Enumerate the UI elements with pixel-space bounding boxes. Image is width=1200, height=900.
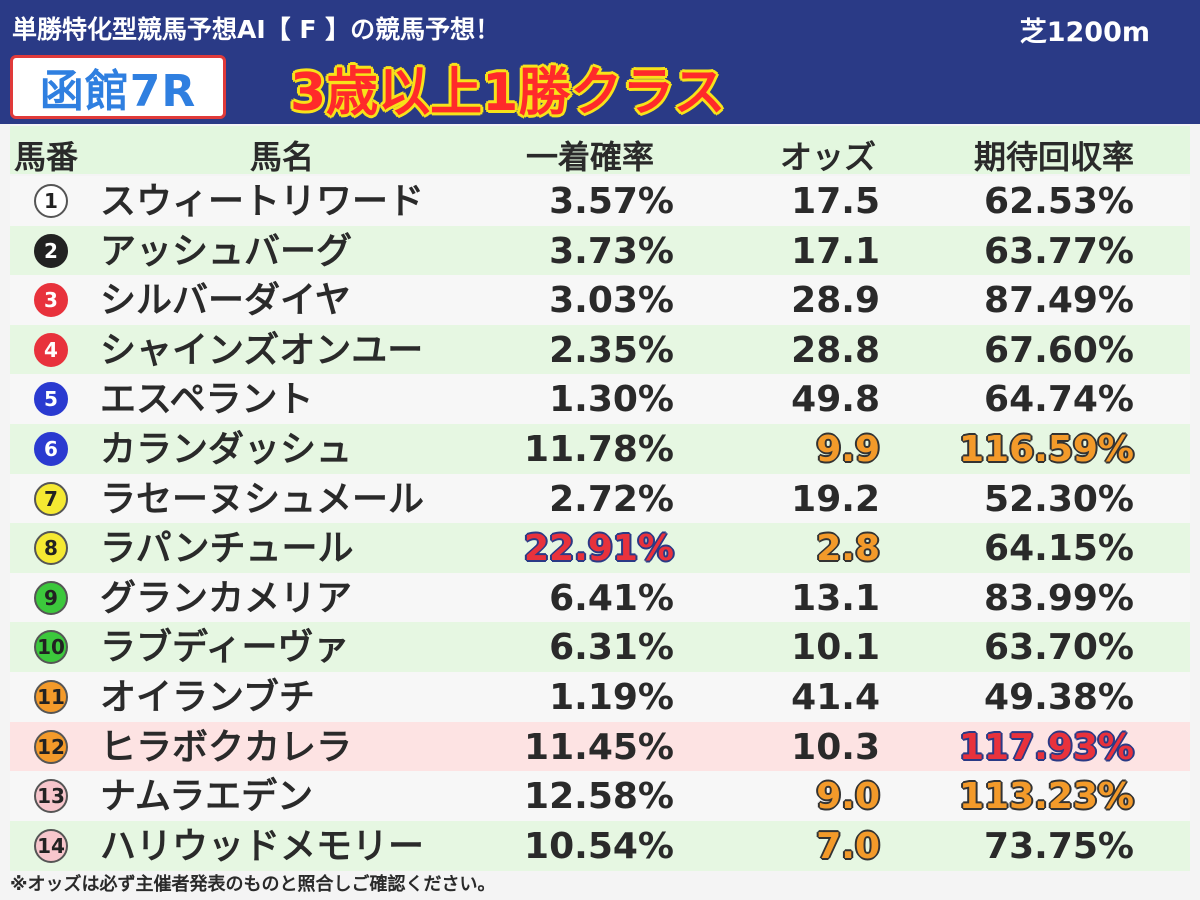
table-row: 14 ハリウッドメモリー 10.54% 7.0 73.75%: [10, 820, 1190, 871]
table-row: 6 カランダッシュ 11.78% 9.9 116.59%: [10, 424, 1190, 474]
horse-number-badge: 9: [34, 580, 68, 615]
odds-value: 28.9: [791, 280, 880, 322]
table-row: 7 ラセーヌシュメール 2.72% 19.2 52.30%: [10, 473, 1190, 524]
expected-return: 49.38%: [984, 677, 1134, 718]
table-row: 11 オイランブチ 1.19% 41.4 49.38%: [10, 672, 1190, 722]
odds-value: 41.4: [791, 677, 880, 718]
win-probability: 22.91%: [524, 528, 674, 570]
horse-number-badge: 4: [34, 332, 68, 367]
expected-return: 64.74%: [984, 379, 1134, 421]
odds-value: 7.0: [816, 825, 880, 867]
expected-return: 63.70%: [984, 627, 1134, 669]
horse-name: スウィートリワード: [100, 181, 425, 222]
race-class-title: 3歳以上1勝クラス: [290, 63, 726, 123]
horse-number-badge: 2: [34, 233, 68, 268]
odds-value: 28.8: [791, 329, 880, 371]
column-header-odds: オッズ: [780, 138, 877, 176]
table-row: 1 スウィートリワード 3.57% 17.5 62.53%: [10, 176, 1190, 226]
expected-return: 73.75%: [984, 825, 1134, 867]
horse-name: ラパンチュール: [100, 528, 354, 570]
expected-return: 52.30%: [984, 478, 1134, 520]
venue-race-badge: 函館7R: [10, 55, 226, 119]
horse-number-badge: 13: [34, 779, 68, 814]
table-row: 10 ラブディーヴァ 6.31% 10.1 63.70%: [10, 622, 1190, 673]
page-subtitle: 単勝特化型競馬予想AI【 F 】の競馬予想！: [12, 15, 501, 44]
table-row: 8 ラパンチュール 22.91% 2.8 64.15%: [10, 523, 1190, 574]
horse-number-badge: 14: [34, 828, 68, 863]
win-probability: 2.35%: [549, 329, 674, 371]
win-probability: 12.58%: [524, 776, 674, 818]
horse-name: ラブディーヴァ: [100, 627, 350, 669]
win-probability: 1.30%: [549, 379, 674, 421]
table-row: 13 ナムラエデン 12.58% 9.0 113.23%: [10, 771, 1190, 822]
win-probability: 3.57%: [549, 181, 674, 222]
odds-value: 10.1: [791, 627, 880, 669]
odds-value: 10.3: [791, 726, 880, 768]
table-row: 2 アッシュバーグ 3.73% 17.1 63.77%: [10, 225, 1190, 276]
win-probability: 2.72%: [549, 478, 674, 520]
expected-return: 64.15%: [984, 528, 1134, 570]
win-probability: 1.19%: [549, 677, 674, 718]
horse-name: カランダッシュ: [100, 429, 353, 470]
odds-value: 13.1: [791, 577, 880, 619]
horse-number-badge: 7: [34, 481, 68, 516]
horse-name: ヒラボクカレラ: [100, 726, 353, 768]
table-row: 4 シャインズオンユー 2.35% 28.8 67.60%: [10, 324, 1190, 375]
horse-name: グランカメリア: [100, 577, 353, 619]
expected-return: 63.77%: [984, 230, 1134, 272]
horse-name: シルバーダイヤ: [100, 280, 351, 322]
win-probability: 11.78%: [524, 429, 674, 470]
win-probability: 11.45%: [524, 726, 674, 768]
horse-name: アッシュバーグ: [100, 230, 353, 272]
horse-number-badge: 11: [34, 680, 68, 714]
horse-name: エスペラント: [100, 379, 314, 421]
odds-value: 9.0: [816, 776, 880, 818]
odds-value: 19.2: [791, 478, 880, 520]
expected-return: 83.99%: [984, 577, 1134, 619]
race-distance: 芝1200m: [1019, 17, 1150, 48]
expected-return: 62.53%: [984, 181, 1134, 222]
table-row: 5 エスペラント 1.30% 49.8 64.74%: [10, 374, 1190, 425]
horse-number-badge: 1: [34, 184, 68, 218]
win-probability: 3.03%: [549, 280, 674, 322]
win-probability: 6.41%: [549, 577, 674, 619]
table-row: 9 グランカメリア 6.41% 13.1 83.99%: [10, 572, 1190, 623]
table-row: 12 ヒラボクカレラ 11.45% 10.3 117.93%: [10, 721, 1190, 772]
expected-return: 113.23%: [959, 776, 1134, 818]
odds-value: 17.5: [791, 181, 880, 222]
horse-name: オイランブチ: [100, 677, 315, 718]
column-header-name: 馬名: [250, 138, 315, 176]
header-banner: 単勝特化型競馬予想AI【 F 】の競馬予想！ 芝1200m 函館7R 3歳以上1…: [0, 0, 1200, 124]
column-header-win-prob: 一着確率: [526, 138, 655, 176]
horse-number-badge: 3: [34, 283, 68, 318]
horse-number-badge: 12: [34, 729, 68, 764]
odds-value: 9.9: [816, 429, 880, 470]
odds-value: 17.1: [791, 230, 880, 272]
win-probability: 6.31%: [549, 627, 674, 669]
horse-name: シャインズオンユー: [100, 329, 424, 371]
horse-number-badge: 6: [34, 432, 68, 466]
odds-value: 2.8: [816, 528, 880, 570]
win-probability: 10.54%: [524, 825, 674, 867]
expected-return: 116.59%: [959, 429, 1134, 470]
win-probability: 3.73%: [549, 230, 674, 272]
footer-note: ※オッズは必ず主催者発表のものと照合しご確認ください。: [10, 874, 496, 895]
horse-name: ナムラエデン: [100, 776, 314, 818]
horse-number-badge: 10: [34, 630, 68, 665]
column-header-roi: 期待回収率: [974, 138, 1135, 176]
horse-name: ラセーヌシュメール: [100, 478, 425, 520]
odds-value: 49.8: [791, 379, 880, 421]
table-row: 3 シルバーダイヤ 3.03% 28.9 87.49%: [10, 275, 1190, 326]
horse-name: ハリウッドメモリー: [100, 825, 425, 867]
horse-number-badge: 8: [34, 531, 68, 566]
expected-return: 87.49%: [984, 280, 1134, 322]
expected-return: 67.60%: [984, 329, 1134, 371]
column-header-number: 馬番: [14, 138, 79, 176]
expected-return: 117.93%: [959, 726, 1134, 768]
table-header: 馬番 馬名 一着確率 オッズ 期待回収率: [10, 126, 1190, 176]
horse-number-badge: 5: [34, 382, 68, 417]
